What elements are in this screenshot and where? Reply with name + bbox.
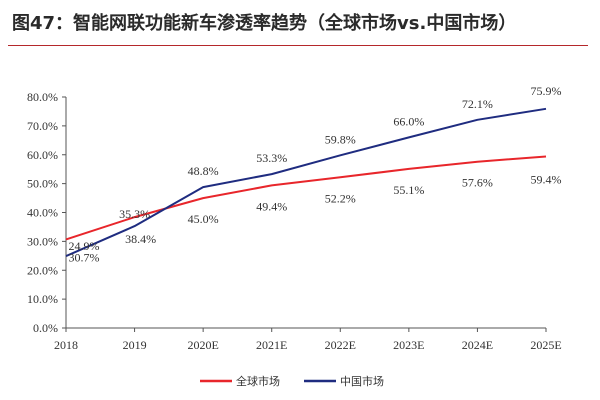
y-tick-label: 10.0% — [27, 292, 58, 306]
x-tick-label: 2021E — [256, 338, 287, 352]
data-label-china: 53.3% — [256, 151, 287, 165]
x-tick-label: 2020E — [187, 338, 218, 352]
legend-label-global: 全球市场 — [236, 374, 280, 388]
y-tick-label: 30.0% — [27, 234, 58, 248]
data-label-china: 75.9% — [531, 84, 562, 98]
data-label-global: 59.4% — [531, 172, 562, 186]
data-label-china: 35.3% — [119, 207, 150, 221]
data-label-global: 38.4% — [125, 232, 156, 246]
x-tick-label: 2018 — [54, 338, 78, 352]
x-tick-label: 2019 — [123, 338, 147, 352]
y-tick-label: 20.0% — [27, 263, 58, 277]
data-label-global: 57.6% — [462, 176, 493, 190]
data-label-global: 52.2% — [325, 191, 356, 205]
legend-label-china: 中国市场 — [340, 374, 384, 388]
y-tick-label: 50.0% — [27, 177, 58, 191]
y-tick-label: 0.0% — [33, 321, 58, 335]
y-tick-label: 40.0% — [27, 206, 58, 220]
chart-title: 图47：智能网联功能新车渗透率趋势（全球市场vs.中国市场） — [12, 13, 517, 34]
series-line-china — [65, 107, 547, 258]
data-label-china: 66.0% — [393, 114, 424, 128]
data-label-global: 55.1% — [393, 183, 424, 197]
data-label-global: 30.7% — [69, 250, 100, 264]
data-label-china: 72.1% — [462, 97, 493, 111]
title-divider — [8, 45, 588, 46]
y-tick-label: 70.0% — [27, 119, 58, 133]
data-label-china: 24.9% — [69, 239, 100, 253]
y-tick-label: 80.0% — [27, 90, 58, 104]
x-tick-label: 2025E — [530, 338, 561, 352]
series-line-global — [65, 155, 547, 241]
data-label-china: 59.8% — [325, 132, 356, 146]
x-tick-label: 2024E — [462, 338, 493, 352]
x-tick-label: 2022E — [325, 338, 356, 352]
x-tick-label: 2023E — [393, 338, 424, 352]
data-label-china: 48.8% — [188, 164, 219, 178]
data-label-global: 49.4% — [256, 199, 287, 213]
y-tick-label: 60.0% — [27, 148, 58, 162]
data-label-global: 45.0% — [188, 212, 219, 226]
